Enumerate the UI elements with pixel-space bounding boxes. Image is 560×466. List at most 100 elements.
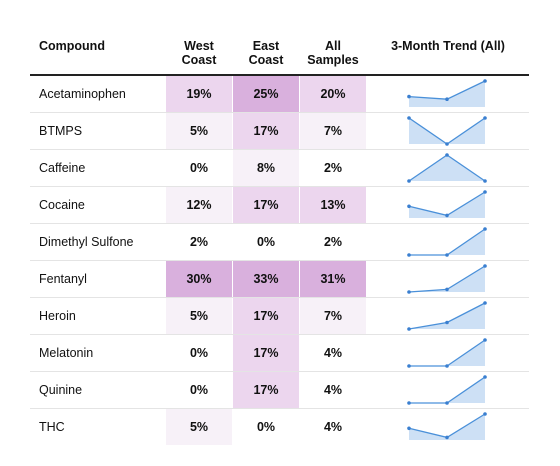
compound-name: Cocaine [39,198,85,212]
sparkline-point [407,179,411,183]
sparkline-point [445,253,449,257]
sparkline-point [445,142,449,146]
sparkline-point [483,375,487,379]
header-east-coast: East Coast [233,39,299,67]
sparkline-area [409,229,485,255]
sparkline-point [483,179,487,183]
cell-all: 4% [300,335,366,371]
cell-all: 31% [300,261,366,297]
cell-west: 5% [166,113,232,149]
trend-sparkline [407,227,487,257]
cell-west: 19% [166,76,232,112]
header-compound: Compound [39,39,105,53]
sparkline-point [445,97,449,101]
sparkline-point [483,338,487,342]
compound-name: THC [39,420,65,434]
trend-sparkline [407,79,487,107]
sparkline-point [407,290,411,294]
compound-name: BTMPS [39,124,83,138]
cell-east: 25% [233,76,299,112]
sparkline-point [483,79,487,83]
sparkline-area [409,266,485,292]
header-west-line1: West [184,39,214,53]
cell-all: 7% [300,113,366,149]
compound-name: Caffeine [39,161,86,175]
table-row: Cocaine 12% 17% 13% [30,187,529,224]
cell-east: 0% [233,409,299,445]
cell-all: 7% [300,298,366,334]
sparkline-point [407,364,411,368]
header-all-line2: Samples [307,53,359,67]
header-east-line1: East [252,39,280,53]
trend-sparkline [407,153,487,183]
sparkline-area [409,303,485,329]
sparkline-point [407,401,411,405]
sparkline-area [409,81,485,107]
sparkline-point [445,364,449,368]
header-west-line2: Coast [181,53,217,67]
trend-sparkline [407,375,487,405]
compound-name: Acetaminophen [39,87,126,101]
trend-sparkline [407,338,487,368]
sparkline-point [407,327,411,331]
cell-east: 33% [233,261,299,297]
sparkline-point [445,287,449,292]
header-east-line2: Coast [248,53,284,67]
sparkline-point [445,401,449,405]
sparkline-area [409,377,485,403]
cell-all: 4% [300,409,366,445]
sparkline-point [407,116,411,120]
trend-sparkline [407,412,487,440]
header-all-line1: All [325,39,341,53]
sparkline-point [445,435,449,440]
cell-west: 5% [166,409,232,445]
cell-east: 8% [233,150,299,186]
sparkline-point [407,204,411,209]
trend-sparkline [407,116,487,146]
sparkline-point [445,153,449,157]
sparkline-point [483,190,487,194]
sparkline-point [407,94,411,99]
sparkline-point [483,301,487,305]
header-trend: 3-Month Trend (All) [391,39,505,53]
sparkline-point [483,227,487,231]
table-row: Quinine 0% 17% 4% [30,372,529,409]
cell-east: 0% [233,224,299,260]
table-row: Acetaminophen 19% 25% 20% [30,76,529,113]
cell-east: 17% [233,298,299,334]
cell-west: 12% [166,187,232,223]
cell-west: 30% [166,261,232,297]
table-row: Melatonin 0% 17% 4% [30,335,529,372]
compound-name: Melatonin [39,346,94,360]
cell-east: 17% [233,372,299,408]
cell-all: 2% [300,224,366,260]
cell-west: 0% [166,150,232,186]
sparkline-area [409,155,485,181]
compound-name: Quinine [39,383,83,397]
compound-table: Compound West Coast East Coast All Sampl… [30,34,529,445]
sparkline-point [407,253,411,257]
cell-east: 17% [233,187,299,223]
sparkline-point [483,264,487,268]
cell-west: 2% [166,224,232,260]
cell-all: 4% [300,372,366,408]
sparkline-point [483,412,487,416]
trend-sparkline [407,264,487,294]
compound-name: Heroin [39,309,76,323]
table-row: Dimethyl Sulfone 2% 0% 2% [30,224,529,261]
cell-all: 13% [300,187,366,223]
trend-sparkline [407,301,487,331]
table-row: Fentanyl 30% 33% 31% [30,261,529,298]
sparkline-area [409,118,485,144]
table-row: THC 5% 0% 4% [30,409,529,445]
cell-all: 2% [300,150,366,186]
table-header: Compound West Coast East Coast All Sampl… [30,34,529,76]
table-body: Acetaminophen 19% 25% 20% BTMPS 5% 17% 7% Caffei… [30,76,529,445]
compound-name: Fentanyl [39,272,87,286]
compound-name: Dimethyl Sulfone [39,235,134,249]
cell-west: 5% [166,298,232,334]
sparkline-area [409,340,485,366]
cell-east: 17% [233,113,299,149]
cell-all: 20% [300,76,366,112]
trend-sparkline [407,190,487,218]
